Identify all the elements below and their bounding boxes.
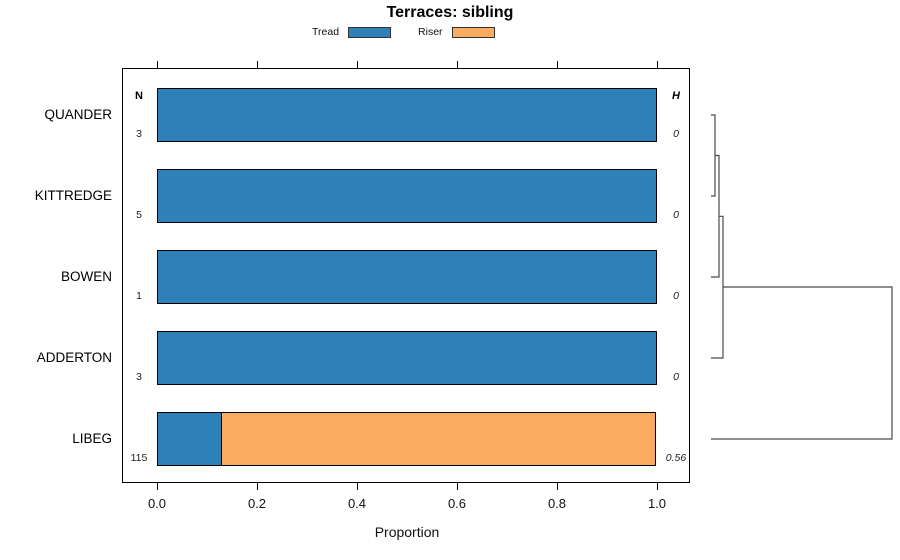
x-tick-label: 0.4 [347,496,367,511]
category-label: BOWEN [60,269,112,284]
n-value: 5 [136,209,142,221]
h-value: 0 [673,371,679,383]
x-axis-tick-bottom [257,483,258,490]
legend: Tread Riser [312,25,495,39]
x-axis-tick-bottom [557,483,558,490]
dendrogram-merge-1 [711,114,716,197]
legend-swatch-riser [451,26,495,38]
bar-segment-tread [157,169,657,223]
x-axis-tick-bottom [457,483,458,490]
x-tick-label: 1.0 [647,496,667,511]
n-value: 1 [136,290,142,302]
x-tick-label: 0.8 [547,496,567,511]
dendrogram-lines [711,114,893,440]
n-value: 3 [136,128,142,140]
x-axis-tick-top [457,61,458,68]
x-axis-tick-bottom [157,483,158,490]
dendrogram-merge-2 [711,154,720,278]
bar-segment-tread [157,331,657,385]
h-value: 0 [673,209,679,221]
bar-row [157,250,657,304]
dendrogram-merge-3 [711,215,724,359]
h-column-header: H [672,90,680,102]
legend-label-riser: Riser [418,26,443,38]
n-value: 115 [130,452,148,464]
n-value: 3 [136,371,142,383]
bar-row [157,331,657,385]
n-column-header: N [135,90,143,102]
h-value: 0 [673,290,679,302]
h-value: 0.56 [665,452,687,464]
bar-segment-tread [157,412,222,466]
legend-swatch-tread [348,26,392,38]
category-label: QUANDER [44,107,112,122]
bar-segment-tread [157,88,657,142]
x-tick-label: 0.2 [247,496,267,511]
h-value: 0 [673,128,679,140]
chart-title: Terraces: sibling [386,4,514,21]
bar-row [157,88,657,142]
x-axis-tick-top [257,61,258,68]
x-axis-tick-top [357,61,358,68]
bar-segment-tread [157,250,657,304]
category-label: LIBEG [72,431,112,446]
legend-label-tread: Tread [312,26,340,38]
bar-row [157,169,657,223]
x-axis-tick-top [157,61,158,68]
x-axis-tick-top [657,61,658,68]
x-axis-tick-bottom [357,483,358,490]
category-label: KITTREDGE [34,188,112,203]
dendrogram-merge-root [711,286,893,440]
x-axis-tick-bottom [657,483,658,490]
bar-segment-riser [220,412,656,466]
category-label: ADDERTON [36,350,112,365]
x-tick-label: 0.0 [147,496,167,511]
bar-row [157,412,656,466]
x-tick-label: 0.6 [447,496,467,511]
x-axis-title: Proportion [374,524,440,540]
x-axis-tick-top [557,61,558,68]
